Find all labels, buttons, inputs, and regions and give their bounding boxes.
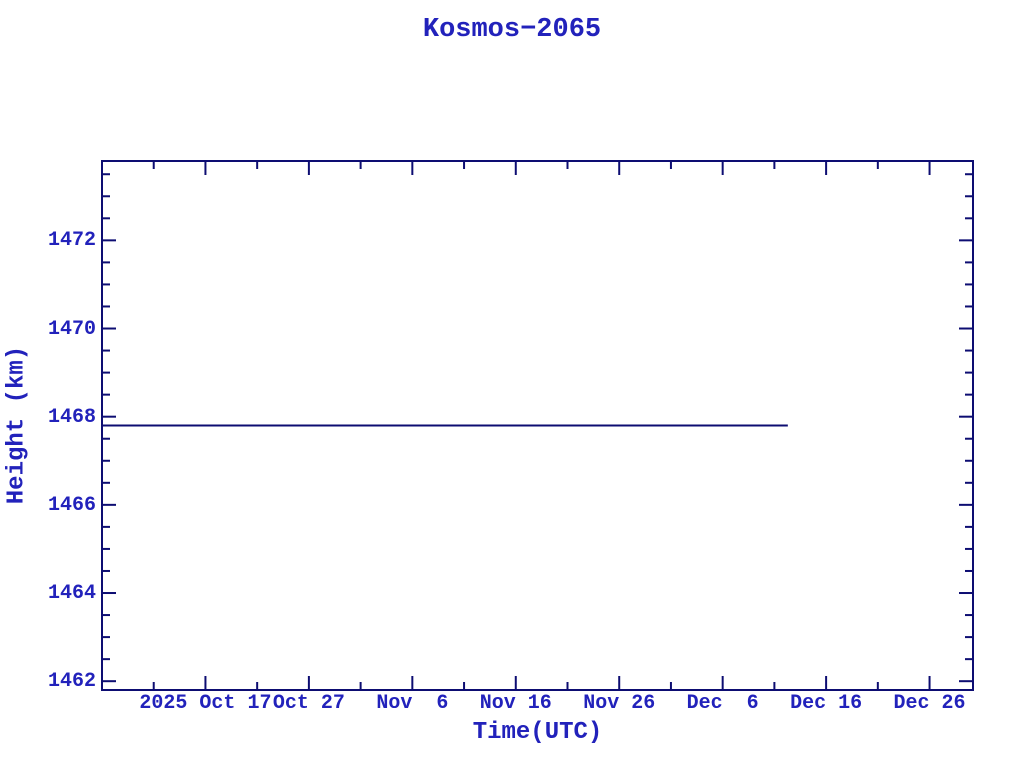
x-tick-label: Nov 6 bbox=[376, 692, 449, 715]
x-tick-label: Dec 16 bbox=[790, 692, 863, 715]
y-tick-label: 1462 bbox=[47, 670, 96, 694]
y-tick-label: 1470 bbox=[47, 317, 96, 341]
y-tick-label: 1464 bbox=[47, 582, 96, 606]
y-tick-label: 1468 bbox=[47, 405, 96, 429]
chart-title: Kosmos−2065 bbox=[422, 15, 602, 45]
x-tick-label: 2025 Oct 17 bbox=[139, 692, 272, 715]
y-tick-label: 1466 bbox=[47, 493, 96, 517]
y-axis-title: Height (km) bbox=[3, 345, 31, 505]
x-tick-label: Dec 6 bbox=[686, 692, 759, 715]
x-tick-label: Oct 27 bbox=[272, 692, 345, 715]
x-tick-label: Nov 26 bbox=[583, 692, 656, 715]
x-tick-label: Dec 26 bbox=[893, 692, 966, 715]
x-tick-label: Nov 16 bbox=[479, 692, 552, 715]
y-tick-label: 1472 bbox=[47, 229, 96, 253]
x-axis-title: Time(UTC) bbox=[472, 719, 603, 746]
